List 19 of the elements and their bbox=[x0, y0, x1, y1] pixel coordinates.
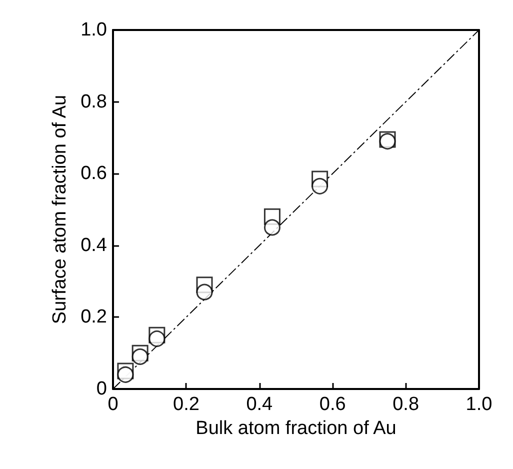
point bbox=[312, 178, 328, 194]
x-axis-title: Bulk atom fraction of Au bbox=[196, 418, 396, 439]
point bbox=[117, 366, 134, 383]
point bbox=[196, 284, 213, 300]
point bbox=[132, 348, 148, 365]
x-tick-label: 0.2 bbox=[172, 394, 200, 415]
y-tick-label: 0.6 bbox=[80, 163, 107, 184]
point bbox=[148, 330, 166, 347]
x-tick-label: 1.0 bbox=[466, 394, 492, 415]
y-tick-label: 0.8 bbox=[80, 91, 107, 112]
x-tick-label: 0.8 bbox=[392, 394, 420, 415]
y-tick-label: 0.4 bbox=[80, 234, 108, 256]
point bbox=[264, 219, 280, 236]
y-tick-label: 0 bbox=[96, 378, 107, 400]
y-tick-label: 1.0 bbox=[80, 20, 107, 40]
y-tick-label: 0.2 bbox=[80, 306, 107, 328]
x-tick-label: 0.4 bbox=[246, 394, 274, 415]
y-axis-title: Surface atom fraction of Au bbox=[50, 94, 71, 324]
x-tick-label: 0.6 bbox=[319, 394, 346, 415]
